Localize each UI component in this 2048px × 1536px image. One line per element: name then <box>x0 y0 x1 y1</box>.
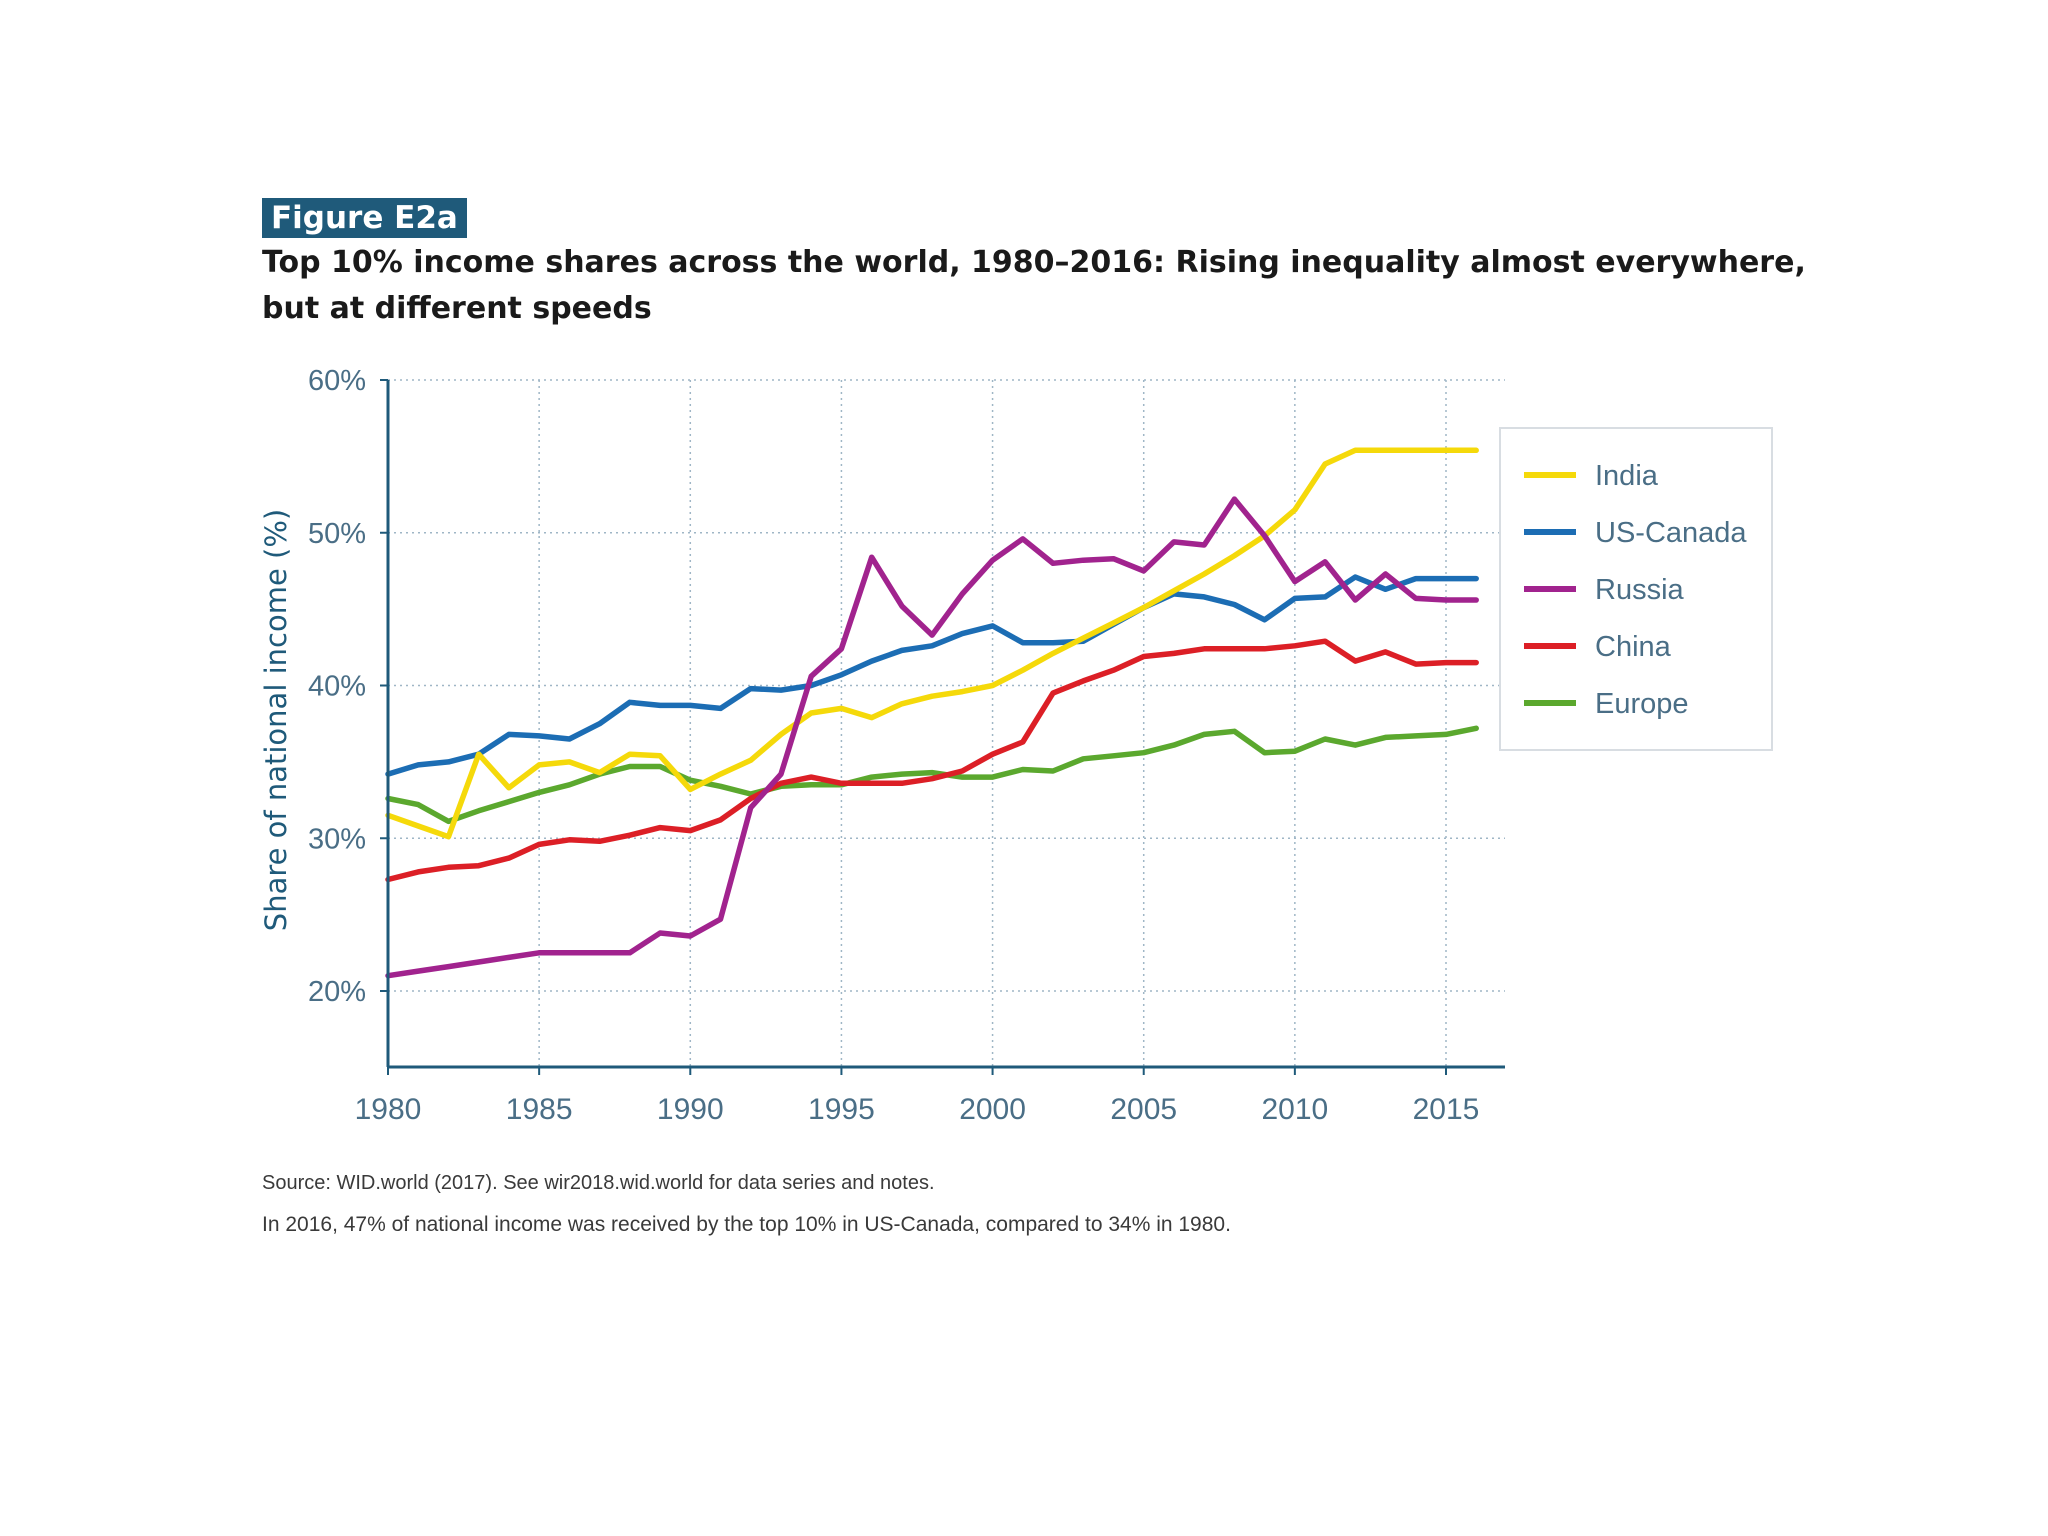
figure-label: Figure E2a <box>262 198 467 238</box>
tick-labels: 20% 30% 40% 50% 60% 1980 1985 1990 1995 2000 2005 2… <box>308 365 1479 1126</box>
x-tick-label-1985: 1985 <box>506 1093 573 1126</box>
series-line-china <box>385 638 1479 883</box>
figure-title-line-1: Top 10% income shares across the world, … <box>262 245 1806 280</box>
series-line-india <box>385 447 1479 840</box>
x-tick-label-2000: 2000 <box>959 1093 1026 1126</box>
legend-label-europe: Europe <box>1595 688 1689 720</box>
x-tick-label-2015: 2015 <box>1413 1093 1480 1126</box>
y-axis-label: Share of national income (%) <box>259 509 293 931</box>
y-tick-label-20: 20% <box>308 976 366 1008</box>
x-tick-label-1980: 1980 <box>355 1093 422 1126</box>
series-lines <box>385 447 1479 979</box>
x-tick-label-2010: 2010 <box>1261 1093 1328 1126</box>
y-tick-label-40: 40% <box>308 671 366 703</box>
legend-label-russia: Russia <box>1595 574 1685 606</box>
series-line-europe <box>385 725 1479 825</box>
x-tick-label-1990: 1990 <box>657 1093 724 1126</box>
caption-note: In 2016, 47% of national income was rece… <box>262 1213 1231 1236</box>
legend-label-india: India <box>1595 460 1659 492</box>
figure-title: Top 10% income shares across the world, … <box>262 240 1806 332</box>
figure-title-line-2: but at different speeds <box>262 291 652 326</box>
series-line-us-canada <box>385 574 1479 777</box>
legend: India US-Canada Russia China Europe <box>1499 427 1773 751</box>
y-tick-label-50: 50% <box>308 518 366 550</box>
y-tick-label-60: 60% <box>308 365 366 397</box>
axes <box>380 379 1505 1075</box>
grid-lines <box>387 379 1505 1067</box>
source-note: Source: WID.world (2017). See wir2018.wi… <box>262 1172 935 1194</box>
x-tick-label-2005: 2005 <box>1110 1093 1177 1126</box>
y-tick-label-30: 30% <box>308 823 366 855</box>
x-tick-label-1995: 1995 <box>808 1093 875 1126</box>
legend-label-china: China <box>1595 631 1672 663</box>
legend-label-us-canada: US-Canada <box>1595 517 1747 549</box>
series-line-russia <box>385 496 1479 979</box>
